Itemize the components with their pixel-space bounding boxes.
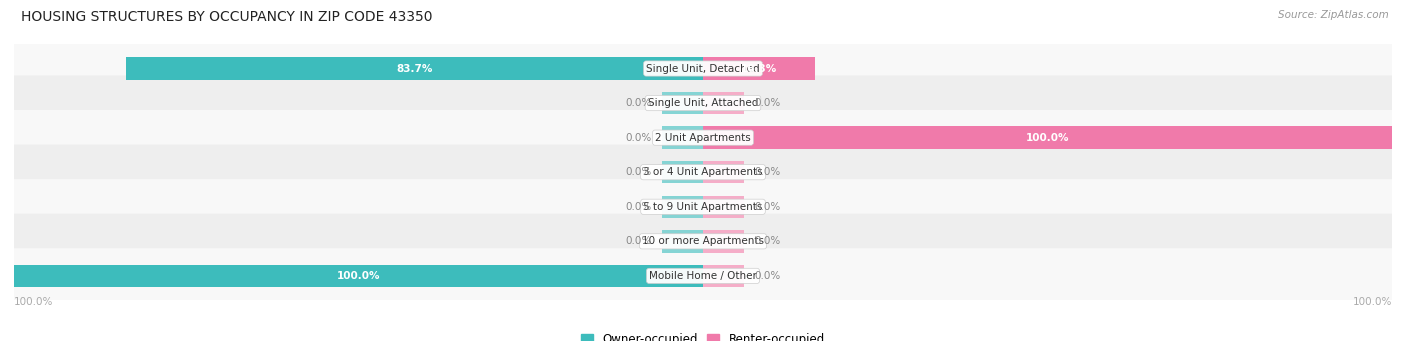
Text: Single Unit, Detached: Single Unit, Detached bbox=[647, 63, 759, 74]
Bar bbox=[703, 230, 744, 253]
FancyBboxPatch shape bbox=[13, 41, 1393, 96]
Text: 100.0%: 100.0% bbox=[337, 271, 380, 281]
FancyBboxPatch shape bbox=[13, 75, 1393, 131]
Text: HOUSING STRUCTURES BY OCCUPANCY IN ZIP CODE 43350: HOUSING STRUCTURES BY OCCUPANCY IN ZIP C… bbox=[21, 10, 433, 24]
Text: 0.0%: 0.0% bbox=[626, 133, 651, 143]
Text: Mobile Home / Other: Mobile Home / Other bbox=[650, 271, 756, 281]
Bar bbox=[703, 127, 1392, 149]
Bar bbox=[703, 265, 744, 287]
Text: 10 or more Apartments: 10 or more Apartments bbox=[643, 236, 763, 246]
Bar bbox=[662, 127, 703, 149]
Text: 0.0%: 0.0% bbox=[626, 236, 651, 246]
Text: 2 Unit Apartments: 2 Unit Apartments bbox=[655, 133, 751, 143]
Text: 100.0%: 100.0% bbox=[14, 297, 53, 307]
Text: 3 or 4 Unit Apartments: 3 or 4 Unit Apartments bbox=[643, 167, 763, 177]
FancyBboxPatch shape bbox=[13, 110, 1393, 165]
Bar bbox=[703, 92, 744, 114]
Text: 100.0%: 100.0% bbox=[1353, 297, 1392, 307]
Text: Source: ZipAtlas.com: Source: ZipAtlas.com bbox=[1278, 10, 1389, 20]
Text: 0.0%: 0.0% bbox=[626, 167, 651, 177]
Text: 0.0%: 0.0% bbox=[755, 167, 780, 177]
Bar bbox=[662, 92, 703, 114]
FancyBboxPatch shape bbox=[13, 179, 1393, 234]
Text: 0.0%: 0.0% bbox=[755, 271, 780, 281]
Legend: Owner-occupied, Renter-occupied: Owner-occupied, Renter-occupied bbox=[576, 328, 830, 341]
Text: 0.0%: 0.0% bbox=[626, 202, 651, 212]
Bar bbox=[703, 57, 815, 80]
FancyBboxPatch shape bbox=[13, 248, 1393, 303]
Text: 16.3%: 16.3% bbox=[741, 63, 778, 74]
Bar bbox=[662, 195, 703, 218]
FancyBboxPatch shape bbox=[13, 214, 1393, 269]
Bar bbox=[703, 161, 744, 183]
Bar bbox=[662, 161, 703, 183]
Text: 0.0%: 0.0% bbox=[755, 202, 780, 212]
Bar bbox=[703, 195, 744, 218]
Text: 0.0%: 0.0% bbox=[626, 98, 651, 108]
Bar bbox=[14, 265, 703, 287]
Bar bbox=[127, 57, 703, 80]
Text: 0.0%: 0.0% bbox=[755, 98, 780, 108]
Text: 100.0%: 100.0% bbox=[1026, 133, 1069, 143]
Bar bbox=[662, 230, 703, 253]
FancyBboxPatch shape bbox=[13, 145, 1393, 200]
Text: 83.7%: 83.7% bbox=[396, 63, 433, 74]
Text: 5 to 9 Unit Apartments: 5 to 9 Unit Apartments bbox=[644, 202, 762, 212]
Text: Single Unit, Attached: Single Unit, Attached bbox=[648, 98, 758, 108]
Text: 0.0%: 0.0% bbox=[755, 236, 780, 246]
